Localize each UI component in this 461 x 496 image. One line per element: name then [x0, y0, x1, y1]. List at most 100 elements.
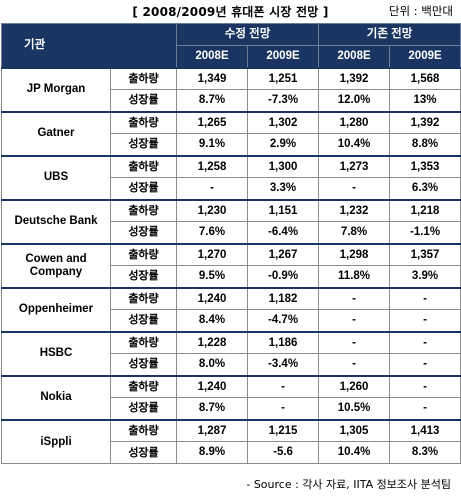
- growth-value: 8.3%: [389, 441, 461, 464]
- shipments-value: 1,357: [389, 242, 461, 266]
- org-name: iSppli: [1, 418, 111, 464]
- metric-label-growth: 성장률: [109, 309, 178, 332]
- metric-label-growth: 성장률: [109, 265, 178, 288]
- table-row: Deutsche Bank 출하량 1,230 1,151 1,232 1,218: [1, 198, 461, 244]
- shipments-value: 1,413: [389, 418, 461, 442]
- growth-value: 9.1%: [176, 133, 249, 156]
- shipments-value: 1,392: [389, 110, 461, 134]
- shipments-value: 1,251: [247, 66, 320, 90]
- header-group-revised: 수정 전망: [176, 23, 320, 46]
- shipments-value: 1,287: [176, 418, 249, 442]
- unit-label: 단위 : 백만대: [388, 4, 453, 18]
- header-org: 기관: [0, 23, 178, 68]
- growth-value: -: [318, 353, 391, 376]
- header-year: 2009E: [247, 45, 320, 68]
- growth-value: -5.6: [247, 441, 320, 464]
- growth-value: 10.4%: [318, 441, 391, 464]
- growth-value: 8.0%: [176, 353, 249, 376]
- shipments-value: -: [318, 330, 391, 354]
- growth-value: -3.4%: [247, 353, 320, 376]
- table-row: JP Morgan 출하량 1,349 1,251 1,392 1,568: [1, 66, 461, 112]
- growth-value: 3.3%: [247, 177, 320, 200]
- shipments-value: 1,265: [176, 110, 249, 134]
- table-row: Oppenheimer 출하량 1,240 1,182- -: [1, 286, 461, 332]
- table-row: 성장률 -3.3% -6.3%: [2, 177, 461, 200]
- growth-value: -: [389, 397, 461, 420]
- shipments-value: 1,151: [247, 198, 320, 222]
- table-row: Cowen and Company 출하량 1,270 1,267 1,298 1,357: [1, 242, 461, 288]
- metric-label-growth: 성장률: [109, 397, 178, 420]
- table-row: 성장률 9.5% -0.9% 11.8% 3.9%: [2, 265, 461, 288]
- table-row: 성장률 8.4% -4.7% - -: [2, 309, 461, 332]
- metric-label-shipments: 출하량: [109, 198, 178, 222]
- table-row: UBS 출하량 1,258 1,300 1,273 1,353: [1, 154, 461, 200]
- growth-value: 2.9%: [247, 133, 320, 156]
- org-name: JP Morgan: [1, 66, 111, 112]
- table-title: [ 2008/2009년 휴대폰 시장 전망 ]: [132, 5, 329, 19]
- shipments-value: 1,240: [176, 286, 249, 310]
- shipments-value: -: [318, 286, 391, 310]
- shipments-value: 1,230: [176, 198, 249, 222]
- shipments-value: 1,273: [318, 154, 391, 178]
- shipments-value: 1,353: [389, 154, 461, 178]
- shipments-value: 1,349: [176, 66, 249, 90]
- growth-value: -: [389, 353, 461, 376]
- shipments-value: 1,240: [176, 374, 249, 398]
- growth-value: -7.3%: [247, 89, 320, 112]
- shipments-value: 1,228: [176, 330, 249, 354]
- source-note: - Source : 각사 자료, IITA 정보조사 분석팀: [246, 478, 451, 491]
- shipments-value: 1,392: [318, 66, 391, 90]
- growth-value: 7.6%: [176, 221, 249, 244]
- metric-label-growth: 성장률: [109, 177, 178, 200]
- growth-value: -: [247, 397, 320, 420]
- shipments-value: -: [389, 374, 461, 398]
- growth-value: 3.9%: [389, 265, 461, 288]
- header-group-existing: 기존 전망: [318, 23, 461, 46]
- shipments-value: 1,232: [318, 198, 391, 222]
- table-row: 성장률 8.9% -5.6 10.4% 8.3%: [2, 441, 461, 464]
- metric-label-shipments: 출하량: [109, 154, 178, 178]
- growth-value: 8.9%: [176, 441, 249, 464]
- metric-label-growth: 성장률: [109, 441, 178, 464]
- growth-value: 12.0%: [318, 89, 391, 112]
- growth-value: -6.4%: [247, 221, 320, 244]
- growth-value: -: [176, 177, 249, 200]
- org-name: Gatner: [1, 110, 111, 156]
- org-name: Cowen and Company: [1, 242, 111, 288]
- shipments-value: 1,215: [247, 418, 320, 442]
- header-year: 2008E: [318, 45, 391, 68]
- growth-value: 8.4%: [176, 309, 249, 332]
- growth-value: 6.3%: [389, 177, 461, 200]
- growth-value: 8.8%: [389, 133, 461, 156]
- metric-label-growth: 성장률: [109, 133, 178, 156]
- org-name: Oppenheimer: [1, 286, 111, 332]
- metric-label-shipments: 출하량: [109, 418, 178, 442]
- shipments-value: -: [247, 374, 320, 398]
- metric-label-shipments: 출하량: [109, 330, 178, 354]
- growth-value: 10.4%: [318, 133, 391, 156]
- shipments-value: 1,305: [318, 418, 391, 442]
- shipments-value: 1,302: [247, 110, 320, 134]
- metric-label-shipments: 출하량: [109, 374, 178, 398]
- shipments-value: 1,182: [247, 286, 320, 310]
- growth-value: -0.9%: [247, 265, 320, 288]
- growth-value: 13%: [389, 89, 461, 112]
- org-name: HSBC: [1, 330, 111, 376]
- table-row: 성장률 8.7% -7.3% 12.0% 13%: [2, 89, 461, 112]
- shipments-value: 1,260: [318, 374, 391, 398]
- metric-label-shipments: 출하량: [109, 110, 178, 134]
- growth-value: 8.7%: [176, 89, 249, 112]
- growth-value: -1.1%: [389, 221, 461, 244]
- metric-label-shipments: 출하량: [109, 286, 178, 310]
- shipments-value: 1,280: [318, 110, 391, 134]
- metric-label-shipments: 출하량: [109, 66, 178, 90]
- header-year: 2009E: [389, 45, 461, 68]
- shipments-value: 1,298: [318, 242, 391, 266]
- growth-value: 8.7%: [176, 397, 249, 420]
- org-name: Deutsche Bank: [1, 198, 111, 244]
- growth-value: 7.8%: [318, 221, 391, 244]
- metric-label-growth: 성장률: [109, 89, 178, 112]
- table-row: Nokia 출하량 1,240-1,260-: [1, 374, 461, 420]
- shipments-value: -: [389, 330, 461, 354]
- metric-label-growth: 성장률: [109, 221, 178, 244]
